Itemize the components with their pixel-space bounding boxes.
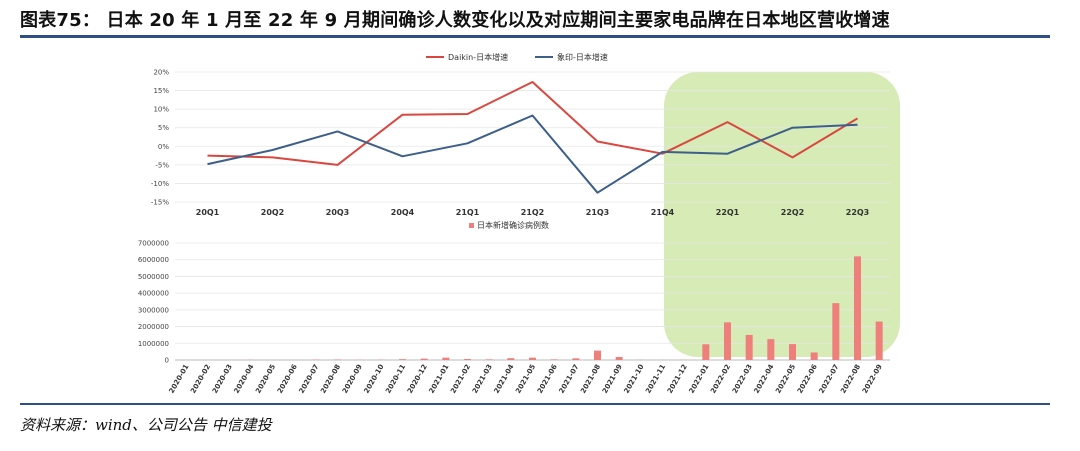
legend-label-daikin: Daikin-日本增速 [448,52,508,62]
bar [767,339,775,360]
x-tick-label: 2020-02 [189,363,212,395]
bar [594,350,601,360]
x-tick-label: 2021-07 [558,363,581,395]
x-tick-label: 2020-08 [319,363,342,395]
x-tick-label: 2021-03 [471,363,494,395]
x-tick-label: 2020-01 [168,363,191,395]
series-line-zojirushi [207,114,858,194]
x-tick-label: 2022-07 [818,363,841,395]
y-tick-label: 5000000 [138,273,169,281]
x-tick-label: 2021-05 [514,363,537,395]
bar [832,303,840,360]
x-tick-label: 22Q3 [846,208,870,217]
highlight-region [664,72,900,357]
x-tick-label: 2022-05 [774,363,797,395]
bar [854,256,861,360]
y-tick-label: 0 [165,357,169,365]
y-tick-label: 5% [158,124,169,132]
x-tick-label: 2022-06 [796,363,819,395]
bar [724,322,731,360]
bar [399,359,406,360]
x-tick-label: 2021-12 [666,363,689,395]
y-tick-label: -15% [151,199,169,207]
bar [789,344,796,360]
x-tick-label: 2020-09 [341,363,364,395]
bar [529,357,536,360]
legend-swatch-cases [469,223,474,228]
bar [875,321,883,360]
y-tick-label: 6000000 [138,256,169,264]
bar [745,334,753,360]
x-tick-label: 2020-10 [363,363,386,395]
x-tick-label: 20Q3 [326,208,350,217]
source-note: 资料来源：wind、公司公告 中信建投 [20,416,272,434]
line-chart: 20% 15% 10% 5% 0% -5% -10% -15% 20Q1 20Q2 20Q3 20Q4… [151,52,890,217]
x-tick-label: 2020-11 [384,363,407,395]
y-tick-label: 1000000 [138,340,169,348]
x-tick-label: 2022-03 [731,363,754,395]
legend-label-zojirushi: 象印-日本增速 [557,52,608,62]
x-tick-label: 2020-06 [276,363,299,395]
y-tick-label: 0% [158,143,169,151]
x-tick-label: 2021-11 [644,363,667,395]
bar [615,356,623,360]
bottom-rule [20,403,1050,405]
x-tick-label: 2021-06 [536,363,559,395]
x-tick-label: 22Q1 [716,208,740,217]
x-tick-label: 2021-09 [601,363,624,395]
x-tick-label: 2020-12 [406,363,429,395]
x-tick-label: 21Q1 [456,208,480,217]
y-tick-label: 15% [153,87,169,95]
x-tick-label: 22Q2 [781,208,805,217]
y-tick-label: 10% [153,106,169,114]
x-tick-label: 2021-02 [449,363,472,395]
bar [572,358,580,360]
y-tick-label: -10% [151,180,169,188]
bar [507,358,515,360]
legend-label-cases: 日本新增确诊病例数 [477,220,549,230]
figure-title: 图表75： 日本 20 年 1 月至 22 年 9 月期间确诊人数变化以及对应期… [20,10,890,31]
y-tick-label: 4000000 [138,290,169,298]
x-tick-label: 20Q1 [196,208,220,217]
y-tick-label: 3000000 [138,306,169,314]
x-tick-label: 2021-04 [493,363,516,395]
x-tick-label: 2021-10 [623,363,646,395]
y-tick-label: -5% [155,161,169,169]
x-tick-label: 2020-04 [233,363,256,395]
bar [334,359,341,360]
y-tick-label: 20% [153,69,169,77]
bar [442,357,450,360]
bar [420,358,428,360]
x-tick-label: 21Q2 [521,208,545,217]
x-tick-label: 2022-02 [709,363,732,395]
x-tick-label: 20Q4 [391,208,415,217]
top-rule [20,35,1050,38]
x-tick-label: 2021-01 [428,363,451,395]
bar [464,358,471,360]
x-tick-label: 2021-08 [579,363,602,395]
x-tick-label: 2022-09 [861,363,884,395]
x-tick-label: 2020-05 [254,363,277,395]
bar [550,359,558,360]
bar [810,352,818,360]
bar [485,359,493,360]
x-tick-label: 2020-03 [211,363,234,395]
x-tick-label: 2022-08 [839,363,862,395]
x-tick-label: 2022-04 [753,363,776,395]
x-tick-label: 21Q4 [651,208,675,217]
y-tick-label: 7000000 [138,240,169,248]
x-tick-label: 21Q3 [586,208,610,217]
bar [702,344,710,360]
x-tick-label: 2020-07 [298,363,321,395]
x-tick-label: 2022-01 [688,363,711,395]
y-tick-label: 2000000 [138,323,169,331]
x-tick-label: 20Q2 [261,208,285,217]
series-line-daikin [207,81,859,166]
